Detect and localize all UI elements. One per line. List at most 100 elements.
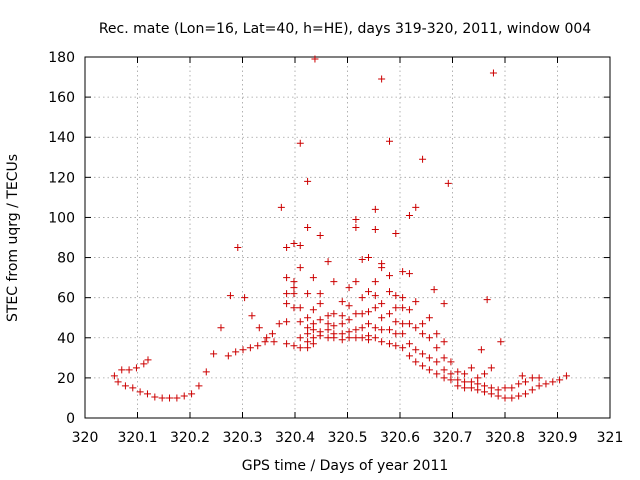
y-tick-label: 20 [57,371,75,387]
data-point [296,334,304,342]
data-point [309,274,317,282]
data-point [412,298,420,306]
data-point [405,320,413,328]
data-point [311,55,319,63]
data-point [246,344,254,352]
data-point [330,278,338,286]
x-tick-label: 320.7 [432,430,472,446]
data-point [542,380,550,388]
data-point [474,386,482,394]
y-tick-label: 140 [48,130,75,146]
data-point [487,384,495,392]
y-tick-label: 100 [48,210,75,226]
data-point [528,386,536,394]
data-point [483,296,491,304]
data-point [290,284,298,292]
data-point [549,378,557,386]
data-point [309,326,317,334]
data-point [296,242,304,250]
data-point [330,330,338,338]
data-point [129,384,137,392]
data-point [371,205,379,213]
data-point [173,394,181,402]
data-point [338,298,346,306]
data-point [365,320,372,328]
data-point [474,380,482,388]
data-point [412,324,420,332]
data-point [358,324,366,332]
data-point [386,326,393,334]
x-tick-label: 320.3 [222,430,262,446]
y-tick-label: 0 [66,411,75,427]
data-point [283,300,291,308]
data-point [309,306,317,314]
data-point [378,338,386,346]
data-point [309,320,317,328]
data-point [114,378,122,386]
data-point [399,330,407,338]
data-point [467,384,475,392]
data-point [330,310,338,318]
y-tick-label: 60 [57,291,75,307]
data-point [392,342,400,350]
data-point [461,370,469,378]
data-point [467,364,475,372]
data-point [202,368,210,376]
x-tick-label: 320.6 [380,430,420,446]
data-point [188,390,196,398]
data-point [521,390,529,398]
data-point [304,314,312,322]
data-point [365,254,372,262]
data-point [447,376,455,384]
data-point [345,302,353,310]
data-point [210,350,218,358]
data-point [304,338,312,346]
data-point [296,264,304,272]
data-point [217,324,225,332]
data-point [425,334,433,342]
x-axis-label: GPS time / Days of year 2011 [242,458,449,474]
data-point [474,374,482,382]
data-point [195,382,203,390]
data-point [515,392,523,400]
data-point [425,366,433,374]
data-point [481,370,489,378]
data-point [338,320,346,328]
data-point [316,290,324,298]
data-point [454,382,462,390]
y-tick-label: 80 [57,251,75,267]
y-tick-label: 120 [48,170,75,186]
data-point [425,314,433,322]
data-point [304,344,312,352]
data-point [371,334,379,342]
data-point [132,364,140,372]
data-point [121,382,129,390]
data-point [224,352,232,360]
data-point [371,278,379,286]
data-point [324,320,332,328]
data-point [412,358,420,366]
y-tick-label: 40 [57,331,75,347]
data-point [261,338,269,346]
data-point [365,288,372,296]
data-point [461,378,469,386]
data-points [110,55,570,402]
data-point [386,137,393,145]
data-point [433,330,441,338]
data-point [283,318,291,326]
data-point [444,179,452,187]
data-point [304,223,312,231]
data-point [371,324,379,332]
data-point [378,326,386,334]
data-point [440,300,448,308]
data-point [151,393,159,401]
data-point [263,334,271,342]
data-point [125,366,133,374]
data-point [487,364,495,372]
data-point [268,330,276,338]
data-point [430,286,438,294]
data-point [324,258,332,266]
data-point [433,344,441,352]
data-point [316,300,324,308]
